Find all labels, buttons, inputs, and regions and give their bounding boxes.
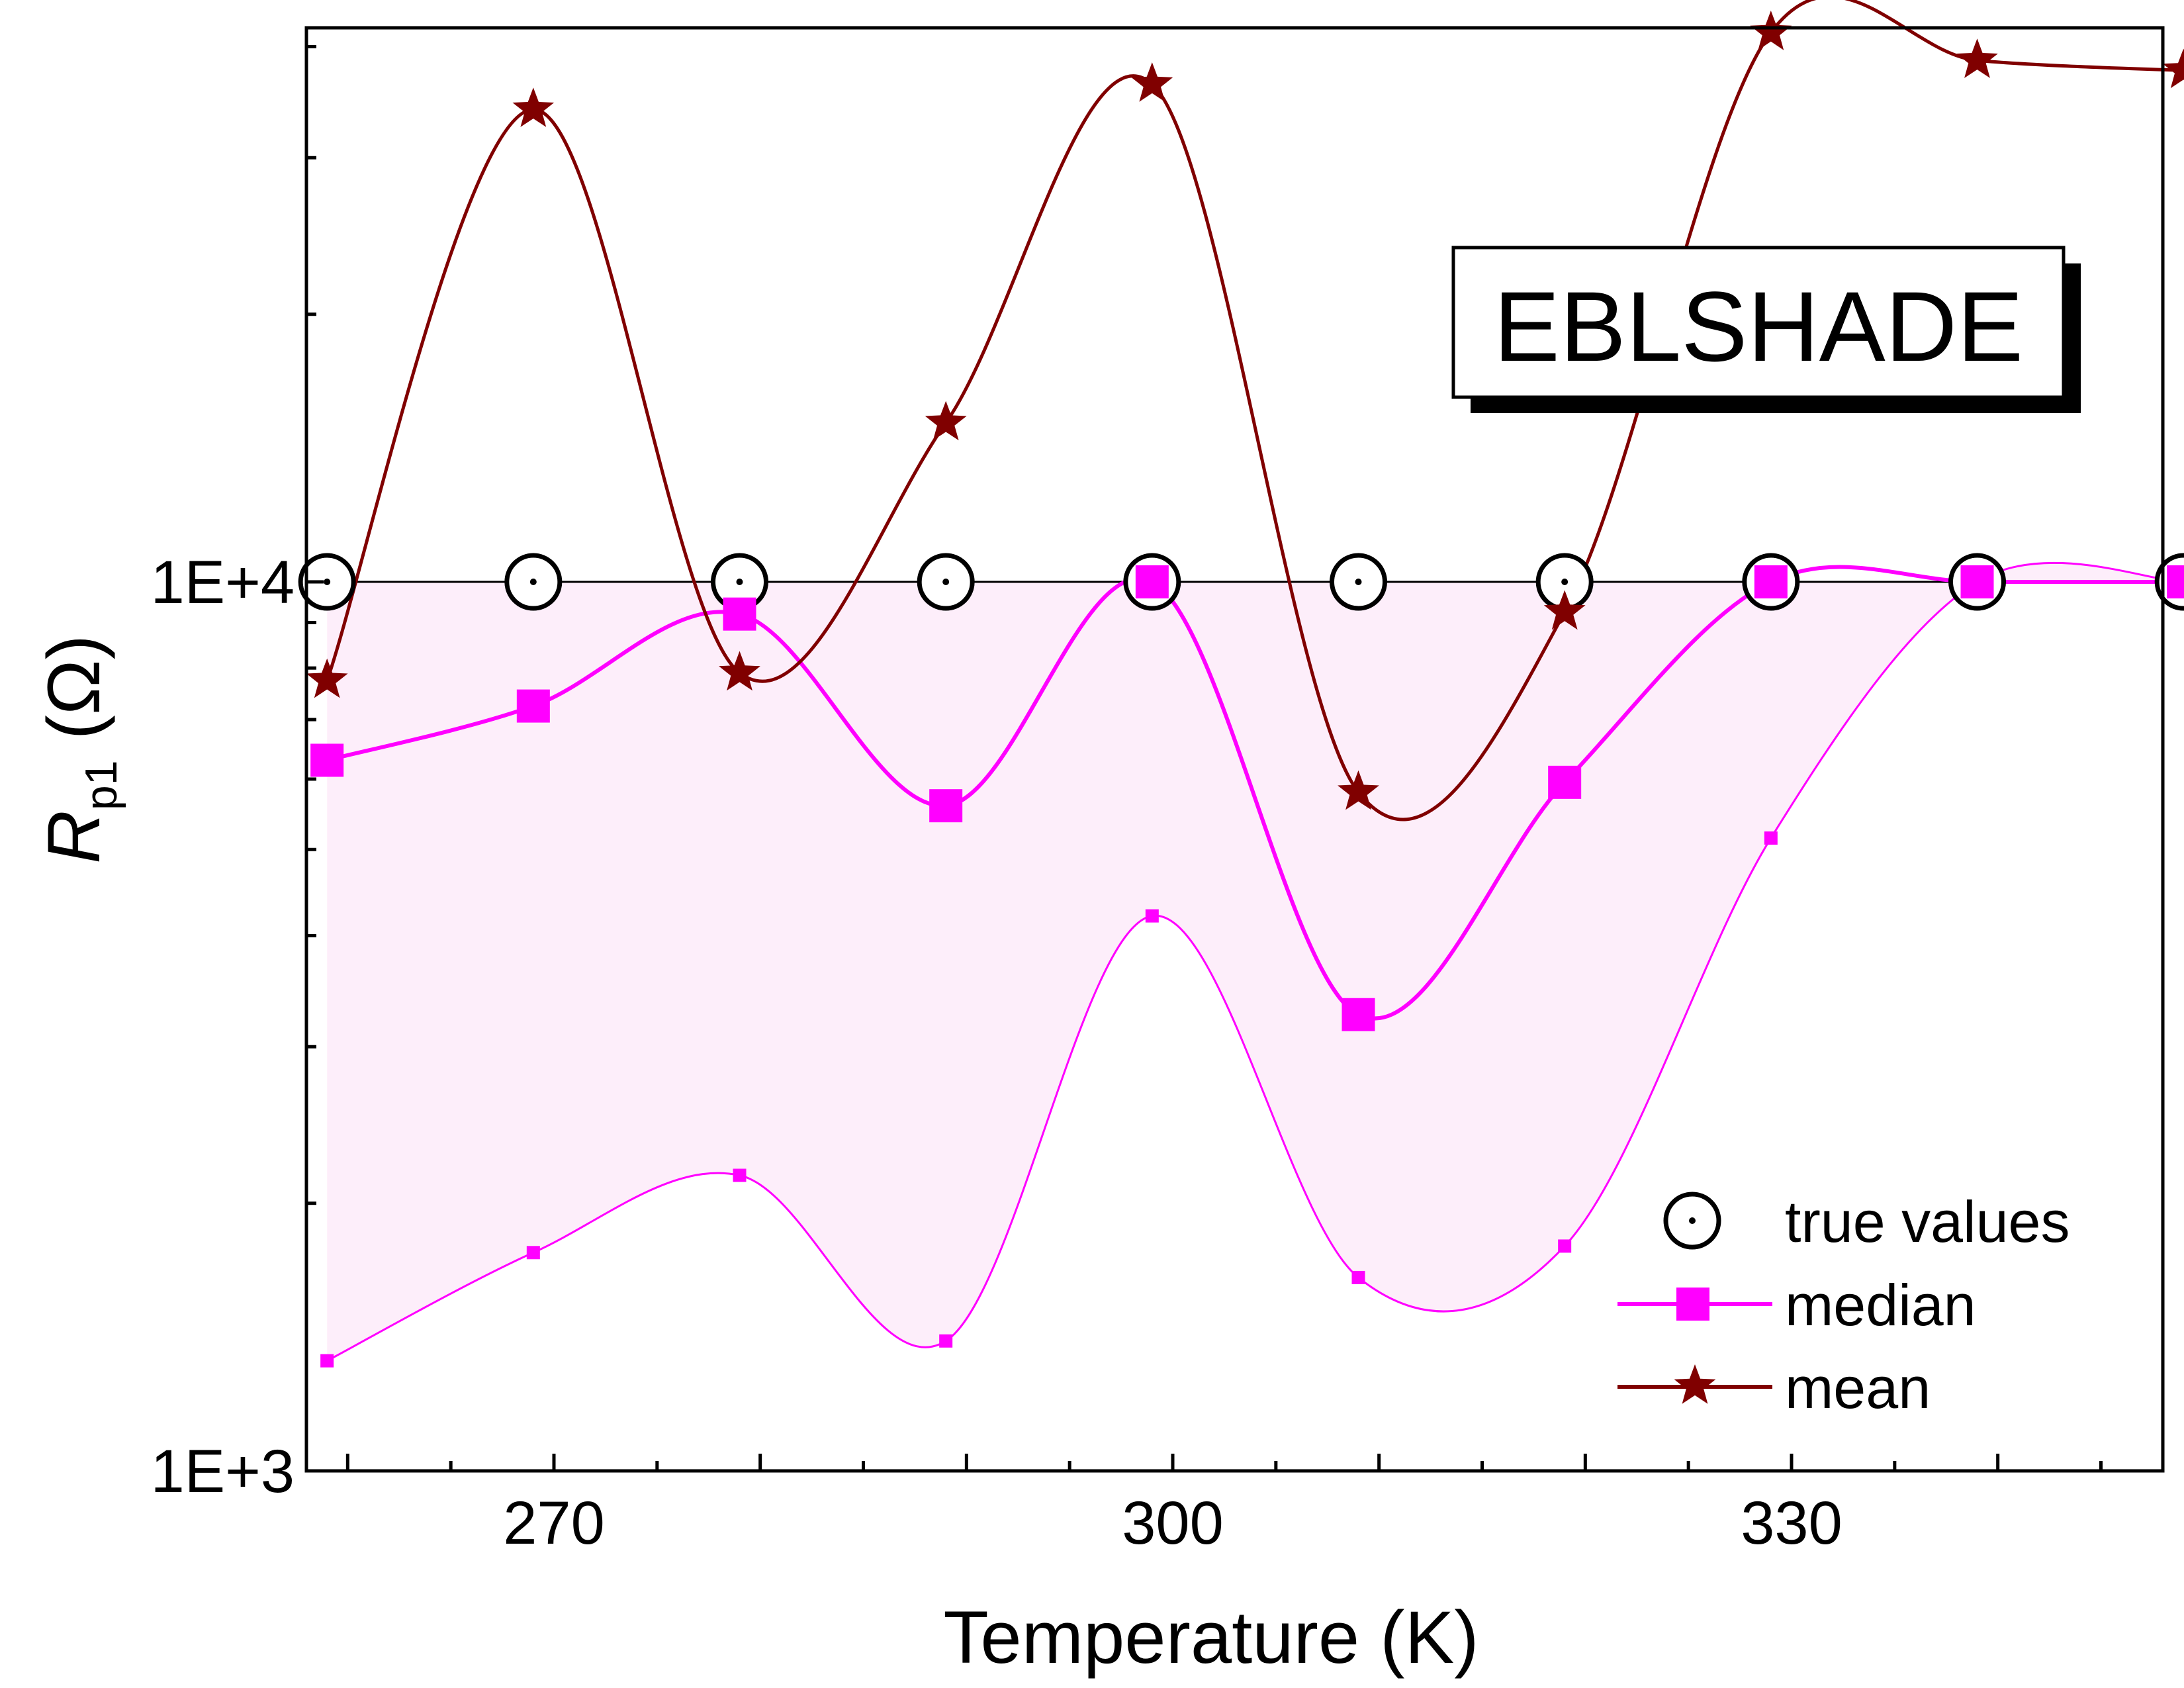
- y-axis-title-unit: (Ω): [32, 635, 115, 739]
- point-mean: [1131, 62, 1173, 102]
- point-true-values-dot: [324, 579, 331, 586]
- plot-frame: [304, 26, 2165, 1473]
- point-true-values-dot: [1561, 579, 1569, 586]
- legend-marker-median: [1676, 1288, 1709, 1321]
- point-median: [516, 689, 550, 723]
- point-mean: [1338, 770, 1379, 810]
- legend-entry-mean: mean: [1617, 1355, 1931, 1421]
- series-line-lower-bound: [326, 561, 2184, 1362]
- point-true-values-dot: [942, 579, 950, 586]
- point-mean: [2162, 48, 2184, 89]
- legend-marker-mean: [1674, 1364, 1716, 1404]
- x-axis-title: Temperature (K): [943, 1596, 1479, 1679]
- y-axis-title-subscript: p1: [76, 760, 126, 810]
- x-tick-label: 300: [1122, 1489, 1224, 1557]
- point-mean: [306, 658, 348, 698]
- point-median: [310, 743, 344, 777]
- point-median: [1135, 565, 1169, 599]
- point-lower-bound: [2177, 575, 2184, 589]
- legend-entry-true-values: true values: [1663, 1189, 2070, 1254]
- point-lower-bound: [1558, 1239, 1572, 1253]
- legend-label-median: median: [1785, 1272, 1976, 1338]
- point-lower-bound: [1351, 1270, 1365, 1284]
- point-mean: [925, 400, 967, 441]
- point-lower-bound: [526, 1246, 540, 1260]
- x-tick-label: 330: [1741, 1489, 1843, 1557]
- point-lower-bound: [939, 1334, 953, 1348]
- point-true-values-dot: [529, 579, 537, 586]
- point-median: [1342, 998, 1375, 1031]
- legend-label-true-values: true values: [1785, 1189, 2070, 1254]
- point-mean: [1543, 590, 1586, 630]
- legend: true values median mean: [1617, 1189, 2070, 1421]
- y-tick-label: 1E+4: [151, 549, 295, 616]
- point-mean: [719, 651, 760, 691]
- point-lower-bound: [1970, 575, 1984, 589]
- point-median: [929, 789, 963, 823]
- point-median: [723, 597, 756, 631]
- error-band: [327, 563, 2184, 1361]
- point-median: [1548, 765, 1582, 799]
- marker-layer: [298, 11, 2184, 1368]
- series-line-median: [326, 565, 2184, 1021]
- y-axis-title-space: [32, 739, 115, 760]
- point-true-values-dot: [1355, 579, 1362, 586]
- legend-label-mean: mean: [1785, 1355, 1931, 1421]
- point-true-values-dot: [736, 579, 743, 586]
- annotation-text: EBLSHADE: [1494, 271, 2023, 382]
- point-mean: [1750, 11, 1792, 50]
- legend-marker-true-values-dot: [1689, 1217, 1696, 1224]
- point-median: [1754, 565, 1788, 599]
- point-lower-bound: [1145, 909, 1159, 923]
- point-lower-bound: [1764, 831, 1778, 845]
- axis-layer: 1E+3 1E+4 270 300 330: [151, 44, 2103, 1557]
- y-axis-title-symbol: R: [32, 810, 115, 864]
- x-tick-label: 270: [503, 1489, 605, 1557]
- y-tick-label: 1E+3: [151, 1438, 295, 1505]
- annotation-box-body: [1451, 246, 2066, 399]
- legend-entry-median: median: [1617, 1272, 1976, 1338]
- point-mean: [512, 87, 555, 127]
- annotation-box: EBLSHADE: [1451, 246, 2081, 413]
- error-band-layer: [327, 563, 2184, 1361]
- point-lower-bound: [320, 1354, 334, 1368]
- y-axis-title: Rp1 (Ω): [32, 635, 126, 864]
- point-lower-bound: [733, 1168, 747, 1182]
- point-mean: [1956, 38, 1998, 78]
